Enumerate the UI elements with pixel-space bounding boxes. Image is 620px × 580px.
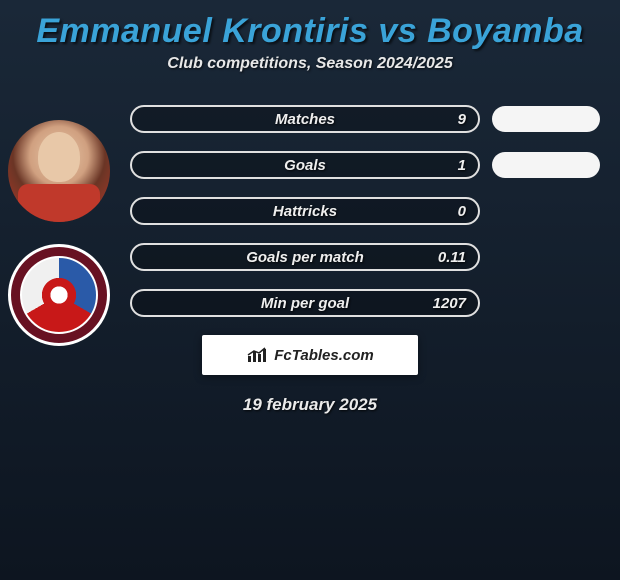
avatar-column [8, 120, 110, 368]
stat-pill: Matches 9 [130, 105, 480, 133]
source-badge-text: FcTables.com [274, 347, 373, 364]
stat-label: Goals [132, 157, 478, 174]
stat-pill: Goals 1 [130, 151, 480, 179]
player-avatar [8, 120, 110, 222]
date-text: 19 february 2025 [0, 395, 620, 415]
stat-label: Matches [132, 111, 478, 128]
stat-label: Hattricks [132, 203, 478, 220]
chart-icon [246, 346, 268, 364]
page-title: Emmanuel Krontiris vs Boyamba [0, 0, 620, 55]
stat-value: 0 [458, 203, 466, 220]
stat-value: 1207 [433, 295, 466, 312]
stat-row-goals: Goals 1 [130, 151, 600, 179]
stat-chip [492, 152, 600, 178]
stat-pill: Goals per match 0.11 [130, 243, 480, 271]
stat-row-hattricks: Hattricks 0 [130, 197, 600, 225]
stat-label: Min per goal [132, 295, 478, 312]
page-subtitle: Club competitions, Season 2024/2025 [0, 55, 620, 91]
stat-row-gpm: Goals per match 0.11 [130, 243, 600, 271]
club-logo-inner [20, 256, 98, 334]
stat-row-matches: Matches 9 [130, 105, 600, 133]
source-badge[interactable]: FcTables.com [202, 335, 418, 375]
stat-pill: Min per goal 1207 [130, 289, 480, 317]
stat-chip [492, 106, 600, 132]
stat-label: Goals per match [132, 249, 478, 266]
stat-value: 9 [458, 111, 466, 128]
club-logo [8, 244, 110, 346]
stat-row-mpg: Min per goal 1207 [130, 289, 600, 317]
stats-list: Matches 9 Goals 1 Hattricks 0 Goals per … [130, 91, 600, 317]
stat-pill: Hattricks 0 [130, 197, 480, 225]
stat-value: 0.11 [438, 249, 466, 266]
stat-value: 1 [458, 157, 466, 174]
